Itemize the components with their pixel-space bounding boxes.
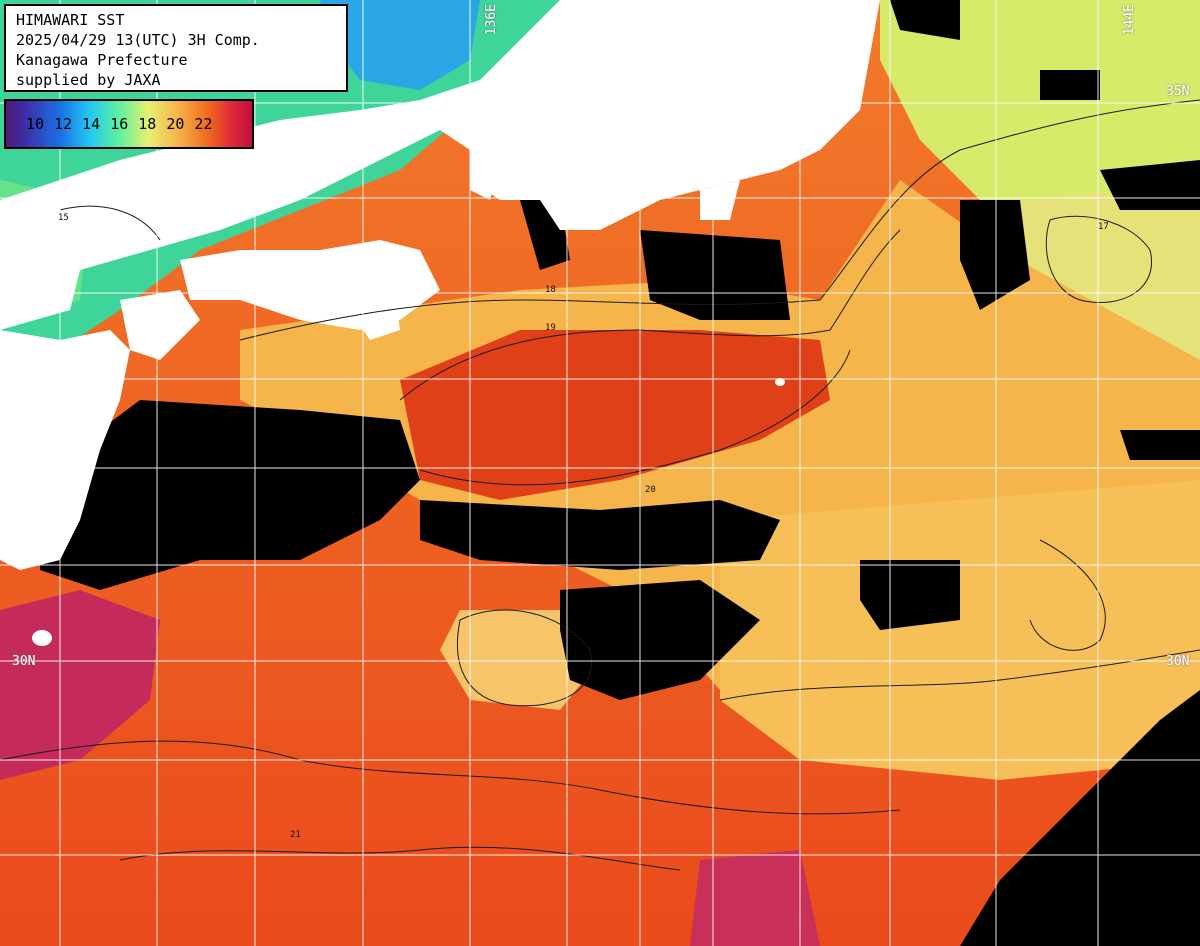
- isotherm-17-east: [1045, 215, 1152, 304]
- cloud-mask-top: [890, 0, 960, 40]
- island-izu: [775, 378, 785, 386]
- isotherm-19-east: [1029, 539, 1106, 651]
- legend-labels: 10 12 14 16 18 20 22: [26, 115, 212, 133]
- isotherm-21-south: [119, 846, 681, 871]
- cloud-mask-1: [40, 400, 420, 590]
- legend-label: 16: [110, 115, 129, 133]
- isotherm-label: 20: [645, 485, 656, 495]
- island-sw: [32, 630, 52, 646]
- header-info-box: HIMAWARI SST 2025/04/29 13(UTC) 3H Comp.…: [4, 4, 348, 92]
- legend-label: 10: [26, 115, 45, 133]
- light-orange-zone: [720, 480, 1200, 780]
- isotherm-label: 17: [1098, 222, 1109, 232]
- isotherm-19: [399, 229, 901, 401]
- isotherm-label: 18: [545, 285, 556, 295]
- lat-label-upper-right: 35N: [1166, 84, 1190, 99]
- izu-land: [700, 180, 740, 220]
- cloud-mask-4: [860, 560, 960, 630]
- lon-label-144e: 144E: [1122, 4, 1137, 36]
- cloud-mask-3: [560, 580, 760, 700]
- legend-label: 22: [194, 115, 213, 133]
- provider: Kanagawa Prefecture: [16, 51, 188, 69]
- kuroshio-core: [400, 330, 830, 500]
- kyushu-land: [0, 330, 130, 570]
- color-legend: 10 12 14 16 18 20 22: [4, 99, 254, 149]
- legend-label: 18: [138, 115, 157, 133]
- data-source: supplied by JAXA: [16, 71, 161, 89]
- isotherm-label: 19: [545, 323, 556, 333]
- isotherm-21: [0, 740, 901, 815]
- isotherm-label: 21: [290, 830, 301, 840]
- hot-water-s: [690, 850, 820, 946]
- cloud-mask-se: [960, 690, 1200, 946]
- legend-label: 20: [166, 115, 185, 133]
- timestamp: 2025/04/29 13(UTC) 3H Comp.: [16, 31, 260, 49]
- cold-water-patch: [320, 0, 480, 90]
- legend-label: 14: [82, 115, 101, 133]
- isotherm-label: 15: [58, 213, 69, 223]
- lat-label-30n-right: 30N: [1166, 654, 1190, 669]
- legend-label: 12: [54, 115, 73, 133]
- cloud-mask-5: [960, 200, 1030, 310]
- lon-label-136e: 136E: [484, 4, 499, 36]
- ise-land: [470, 150, 500, 200]
- cloud-mask-8: [1040, 70, 1100, 100]
- product-title: HIMAWARI SST: [16, 11, 125, 29]
- cloud-mask-2: [420, 500, 780, 570]
- west-land: [120, 290, 200, 360]
- honshu-land: [0, 0, 880, 330]
- cloud-mask-7: [1120, 430, 1200, 460]
- cloud-mask-coast: [640, 230, 790, 320]
- isotherm-19-south: [719, 649, 1200, 701]
- warm-eddy-center: [440, 610, 600, 710]
- isotherm-20-eddy: [456, 609, 592, 707]
- isotherm-20-north: [419, 349, 851, 486]
- isotherm-15: [59, 205, 161, 241]
- lat-label-30n-left: 30N: [12, 654, 36, 669]
